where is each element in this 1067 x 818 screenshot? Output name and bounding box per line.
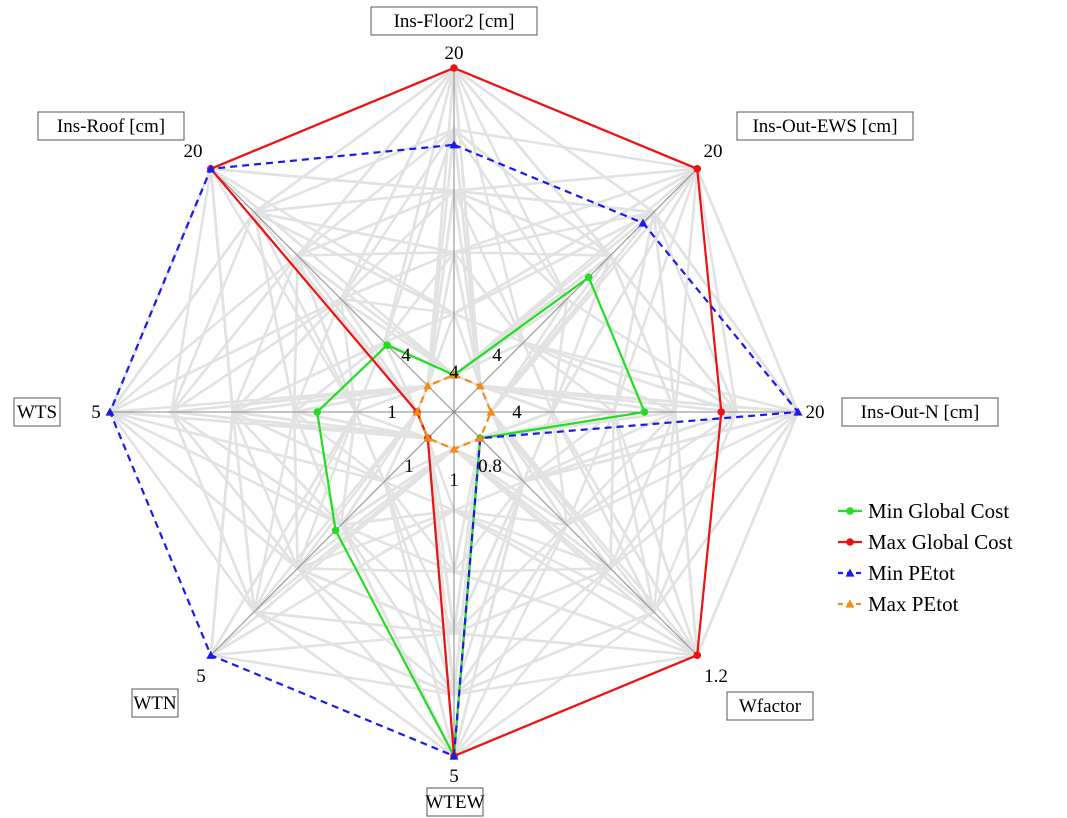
data-point: [584, 273, 593, 282]
axis-label-box: [426, 787, 484, 817]
legend-swatch-marker: [846, 538, 854, 546]
data-point: [206, 164, 216, 173]
tick-label-max-wfactor: 1.2: [704, 666, 728, 687]
axis-label-text: Ins-Out-EWS [cm]: [752, 116, 897, 137]
data-point: [423, 433, 433, 442]
tick-label-min-wfactor: 0.8: [478, 456, 502, 477]
legend-label: Max PEtot: [868, 592, 959, 616]
tick-label-max-wtn: 5: [196, 666, 206, 687]
data-point: [475, 433, 485, 442]
data-point: [449, 140, 459, 149]
background-line: [108, 167, 739, 571]
axis-label-text: Ins-Out-N [cm]: [861, 402, 980, 423]
legend-swatch-marker: [845, 599, 855, 608]
data-point: [449, 444, 459, 453]
axis-label-ins-out-ews-cm: Ins-Out-EWS [cm]: [736, 111, 914, 141]
axis-label-wfactor: Wfactor: [726, 691, 814, 721]
tick-label-max-wtew: 5: [449, 766, 459, 787]
axis-label-box: [370, 6, 538, 36]
axis-label-box: [37, 111, 185, 141]
data-point: [449, 751, 459, 760]
axis-label-text: Wfactor: [739, 696, 802, 717]
axis-label-box: [736, 111, 914, 141]
data-point: [449, 370, 459, 379]
tick-label-min-wtew: 1: [449, 470, 459, 491]
axis-spoke-ins-out-ews-cm: [453, 168, 698, 413]
axis-label-box: [13, 397, 61, 427]
data-point: [793, 407, 803, 416]
axis-label-wtn: WTN: [131, 688, 179, 718]
data-point: [638, 218, 648, 227]
axis-spoke-wfactor: [453, 411, 698, 656]
tick-label-min-wts: 1: [387, 402, 397, 423]
legend-swatch-marker: [845, 568, 855, 577]
tick-label-min-ins-out-n-cm: 4: [512, 402, 522, 423]
axis-label-wts: WTS: [13, 397, 61, 427]
data-point: [450, 64, 458, 72]
legend-item-max-global-cost: Max Global Cost: [838, 530, 1013, 554]
axis-label-text: WTS: [17, 402, 57, 423]
data-point: [105, 407, 115, 416]
legend-item-min-petot: Min PEtot: [838, 561, 955, 585]
legend-swatch-marker: [846, 507, 854, 515]
legend-label: Min Global Cost: [868, 499, 1009, 523]
axis-label-ins-out-n-cm: Ins-Out-N [cm]: [841, 397, 999, 427]
data-point: [412, 407, 422, 416]
axis-label-ins-floor2-cm: Ins-Floor2 [cm]: [370, 6, 538, 36]
axis-label-box: [131, 688, 179, 718]
data-point: [383, 341, 391, 349]
data-point: [717, 408, 726, 416]
axis-label-wtew: WTEW: [425, 787, 485, 817]
tick-label-min-ins-out-ews-cm: 4: [492, 345, 502, 366]
axis-label-text: WTN: [133, 693, 177, 714]
axis-labels: Ins-Floor2 [cm] Ins-Out-EWS [cm] Ins-Out-N…: [13, 6, 999, 817]
axis-spokes: [110, 68, 798, 756]
axis-label-text: WTEW: [425, 792, 484, 813]
data-point: [640, 408, 649, 416]
axis-label-box: [841, 397, 999, 427]
tick-label-min-ins-roof-cm: 4: [401, 345, 411, 366]
axis-label-ins-roof-cm: Ins-Roof [cm]: [37, 111, 185, 141]
tick-label-max-ins-roof-cm: 20: [184, 141, 203, 162]
tick-label-min-ins-floor2-cm: 4: [449, 362, 459, 383]
axis-spoke-wtn: [210, 411, 455, 656]
tick-label-max-wts: 5: [91, 402, 101, 423]
tick-label-max-ins-out-n-cm: 20: [806, 402, 825, 423]
tick-label-max-ins-out-ews-cm: 20: [704, 141, 723, 162]
data-point: [423, 381, 433, 390]
series-group: [105, 64, 803, 760]
axis-label-box: [726, 691, 814, 721]
data-point: [206, 650, 216, 659]
tick-label-max-ins-floor2-cm: 20: [445, 43, 464, 64]
legend-item-min-global-cost: Min Global Cost: [838, 499, 1009, 523]
data-point: [486, 407, 496, 416]
tick-labels: 4 20 4 20 4 20 0.8 1.2 1 5 1 5 1 5 4 20: [91, 43, 824, 787]
data-point: [693, 651, 702, 660]
tick-label-min-wtn: 1: [404, 456, 414, 477]
background-line: [296, 66, 800, 614]
axis-label-text: Ins-Roof [cm]: [57, 116, 165, 137]
legend-label: Max Global Cost: [868, 530, 1013, 554]
data-point: [331, 526, 340, 535]
series-max-petot: [412, 370, 496, 453]
data-point: [693, 164, 702, 173]
legend-label: Min PEtot: [868, 561, 955, 585]
data-point: [313, 408, 322, 416]
axis-spoke-ins-roof-cm: [210, 168, 455, 413]
data-point: [475, 381, 485, 390]
axis-label-text: Ins-Floor2 [cm]: [394, 11, 515, 32]
legend-item-max-petot: Max PEtot: [838, 592, 959, 616]
legend: Min Global Cost Max Global Cost Min PEtot M…: [838, 499, 1013, 616]
